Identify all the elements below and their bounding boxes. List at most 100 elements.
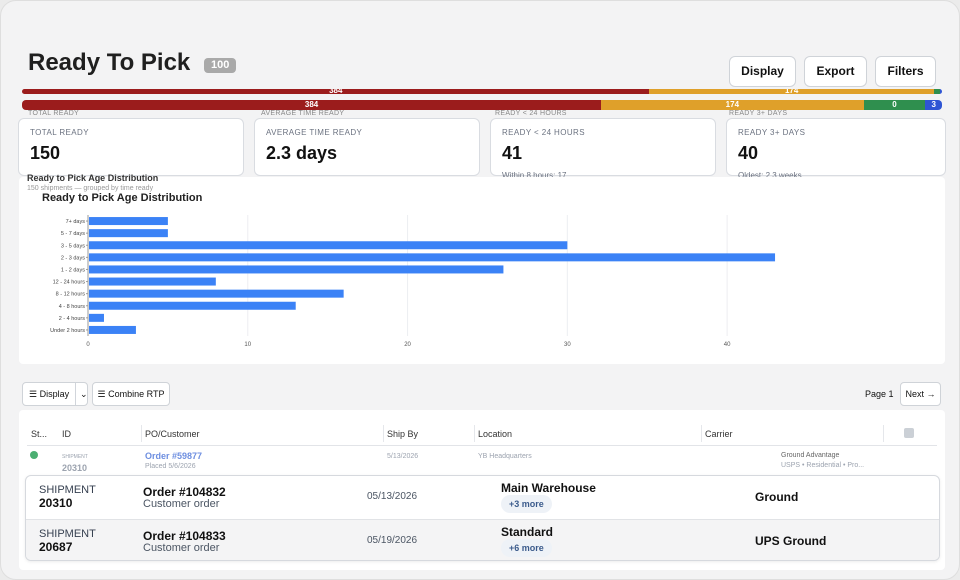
y-tick-label: Under 2 hours [50,328,85,334]
chart-bar [89,253,776,262]
table-row[interactable]: SHIPMENT 20310 Order #104832 Customer or… [26,476,939,519]
distribution-bar: 384 174 0 3 [22,100,942,110]
column-header-carrier[interactable]: Carrier [705,429,733,439]
chart-bar [89,229,168,238]
ghost-shipment-number: 20310 [62,463,88,473]
chart-panel: Ready to Pick Age Distribution 150 shipm… [19,173,945,364]
order-number[interactable]: Order #104833 [143,529,226,543]
y-tick-label: 7+ days [66,219,86,225]
distribution-segment: 174 [601,100,864,110]
export-button[interactable]: Export [804,56,867,87]
x-tick-label: 0 [86,342,90,348]
customer-type: Customer order [143,542,220,554]
stat-card-under-24h: READY < 24 HOURS 41 Within 8 hours: 17 [490,118,716,180]
display-button[interactable]: Display [729,56,796,87]
distribution-segment: 384 [22,100,602,110]
chart-title: Ready to Pick Age Distribution [42,192,203,204]
chart-bar [89,277,216,286]
distribution-segment [933,89,941,94]
ghost-label: READY < 24 HOURS [495,110,567,117]
stat-label: READY < 24 HOURS [502,128,585,137]
column-header-ship-by[interactable]: Ship By [387,429,419,439]
layers-icon: ☰ [97,389,106,399]
select-all-checkbox[interactable] [904,428,914,438]
column-divider [383,425,384,442]
stat-label: TOTAL READY [30,128,89,137]
x-tick-label: 20 [404,342,411,348]
filters-button[interactable]: Filters [875,56,936,87]
shipment-number: 20687 [39,540,73,554]
list-display-button[interactable]: ☰ Display ⌄ [22,382,88,406]
list-display-label: Display [39,389,70,399]
stat-value: 150 [30,143,61,163]
ghost-label: AVERAGE TIME READY [261,110,345,117]
shipment-number: 20310 [39,496,73,510]
distribution-segment: 0 [863,100,926,110]
chart-bar [89,241,568,250]
chart-bar [89,313,104,322]
age-distribution-chart: 0 10 20 30 40 7+ days 5 - 7 days 3 - 5 days 2 - … [50,215,776,348]
y-tick-label: 4 - 8 hours [59,304,86,310]
more-locations-badge[interactable]: +6 more [501,539,552,557]
order-number[interactable]: Order #104832 [143,485,226,499]
ghost-label: TOTAL READY [28,110,80,117]
next-page-button[interactable]: Next → [900,382,941,406]
shipment-label: SHIPMENT [39,528,96,540]
combine-rtp-label: Combine RTP [108,389,165,399]
ghost-carrier: Ground Advantage [781,452,840,459]
stat-card-3-plus-days: READY 3+ DAYS 40 Oldest: 2.3 weeks [726,118,946,180]
y-tick-label: 2 - 4 hours [59,316,86,322]
distribution-segment: 3 [925,100,942,110]
page-indicator: Page 1 [865,389,894,399]
column-divider [883,425,884,442]
carrier-name: UPS Ground [755,534,827,548]
column-header-po-customer[interactable]: PO/Customer [145,429,200,439]
y-tick-label: 2 - 3 days [61,255,85,261]
column-divider [701,425,702,442]
column-header-id[interactable]: ID [62,429,71,439]
stat-label: READY 3+ DAYS [738,128,806,137]
y-tick-label: 5 - 7 days [61,231,85,237]
location-name: Main Warehouse [501,481,596,495]
stat-label: AVERAGE TIME READY [266,128,363,137]
location-name: Standard [501,525,554,539]
carrier-name: Ground [755,490,799,504]
customer-type: Customer order [143,498,220,510]
chart-ghost-subtitle: 150 shipments — grouped by time ready [27,185,154,192]
table-row[interactable]: SHIPMENT 20687 Order #104833 Customer or… [26,519,939,560]
ghost-shipment-label: SHIPMENT [62,454,88,460]
more-locations-badge[interactable]: +3 more [501,495,552,513]
y-tick-label: 3 - 5 days [61,243,85,249]
y-tick-label: 8 - 12 hours [56,292,86,298]
chart-bar [89,217,168,226]
column-divider [141,425,142,442]
ghost-location: YB Headquarters [478,453,532,460]
stat-sub: Within 8 hours: 17 [502,171,567,180]
y-tick-label: 12 - 24 hours [53,280,86,286]
distribution-segment: 174 [649,89,934,94]
ghost-carrier-sub: USPS • Residential • Pro... [781,462,865,469]
stat-sub: Oldest: 2.3 weeks [738,171,802,180]
ghost-label: READY 3+ DAYS [729,110,788,117]
ghost-ship-date: 5/13/2026 [387,453,419,460]
chart-bar [89,301,296,310]
x-tick-label: 30 [564,342,571,348]
distribution-segment [940,89,942,94]
stat-value: 41 [502,143,523,163]
sliders-icon: ☰ [29,389,38,399]
next-page-label: Next [905,389,924,399]
x-tick-label: 40 [724,342,731,348]
chart-bar [89,289,344,298]
ghost-order-sub: Placed 5/6/2026 [145,463,196,470]
header-divider [27,445,937,446]
column-header-location[interactable]: Location [478,429,513,439]
stat-value: 2.3 days [266,143,338,163]
status-check-icon [30,451,38,459]
ghost-order-link[interactable]: Order #59877 [145,451,203,461]
column-header-status[interactable]: St... [31,429,48,439]
shipment-rows-overlay: SHIPMENT 20310 Order #104832 Customer or… [25,475,940,561]
x-tick-label: 10 [244,342,251,348]
ship-by-date: 05/19/2026 [367,535,418,546]
combine-rtp-button[interactable]: ☰ Combine RTP [92,382,170,406]
chart-bar [89,265,504,274]
